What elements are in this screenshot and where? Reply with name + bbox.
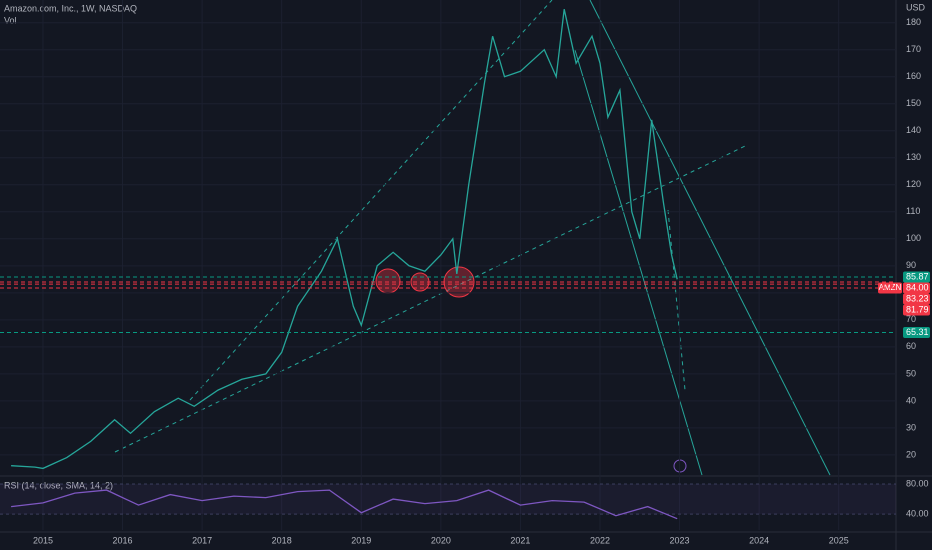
- y-tick-label: 110: [906, 206, 920, 216]
- price-level-label: 81.79: [906, 304, 929, 314]
- y-tick-label: 30: [906, 422, 916, 432]
- y-tick-label: 100: [906, 233, 921, 243]
- trend-line: [667, 209, 686, 391]
- rsi-band: [0, 484, 896, 515]
- chart-title: Amazon.com, Inc., 1W, NASDAQ: [4, 3, 137, 13]
- y-tick-label: 40.00: [906, 509, 929, 519]
- y-tick-label: 150: [906, 98, 921, 108]
- trend-line: [589, 0, 831, 476]
- currency-label: USD: [906, 2, 926, 12]
- y-tick-label: 160: [906, 71, 921, 81]
- volume-label: Vol: [4, 15, 17, 25]
- rsi-line: [11, 489, 678, 520]
- price-level-label: 85.87: [906, 271, 929, 281]
- price-level-box: [903, 282, 930, 294]
- price-level-box: [903, 304, 930, 316]
- y-tick-label: 40: [906, 395, 916, 405]
- drawings: [114, 0, 831, 476]
- rsi-title: RSI (14, close, SMA, 14, 2): [4, 480, 113, 490]
- x-tick-label: 2018: [272, 535, 292, 545]
- y-tick-label: 70: [906, 314, 916, 324]
- y-tick-label: 20: [906, 449, 916, 459]
- x-tick-label: 2015: [33, 535, 53, 545]
- x-tick-label: 2020: [431, 535, 451, 545]
- price-level-label: 83.23: [906, 293, 929, 303]
- x-tick-label: 2021: [510, 535, 530, 545]
- x-tick-label: 2017: [192, 535, 212, 545]
- price-level-box: [903, 271, 930, 283]
- y-tick-label: 120: [906, 179, 921, 189]
- y-tick-label: 170: [906, 44, 921, 54]
- price-level-label: 65.31: [906, 327, 929, 337]
- y-tick-label: 60: [906, 341, 916, 351]
- x-tick-label: 2019: [351, 535, 371, 545]
- y-tick-label: 80.00: [906, 478, 929, 488]
- x-tick-label: 2025: [829, 535, 849, 545]
- circle-highlight: [375, 268, 401, 294]
- x-tick-label: 2024: [749, 535, 769, 545]
- y-tick-label: 180: [906, 17, 921, 27]
- y-tick-label: 90: [906, 260, 916, 270]
- x-tick-label: 2023: [670, 535, 690, 545]
- price-line: [11, 9, 678, 470]
- y-tick-label: 50: [906, 368, 916, 378]
- x-tick-label: 2016: [113, 535, 133, 545]
- y-tick-label: 130: [906, 152, 921, 162]
- x-tick-label: 2022: [590, 535, 610, 545]
- trend-line: [189, 0, 553, 401]
- trend-line: [574, 49, 703, 476]
- price-level-box: [903, 293, 930, 305]
- price-level-box: [903, 327, 930, 339]
- highlights: [375, 266, 475, 298]
- price-level-label: 84.00: [906, 282, 929, 292]
- y-tick-label: 140: [906, 125, 921, 135]
